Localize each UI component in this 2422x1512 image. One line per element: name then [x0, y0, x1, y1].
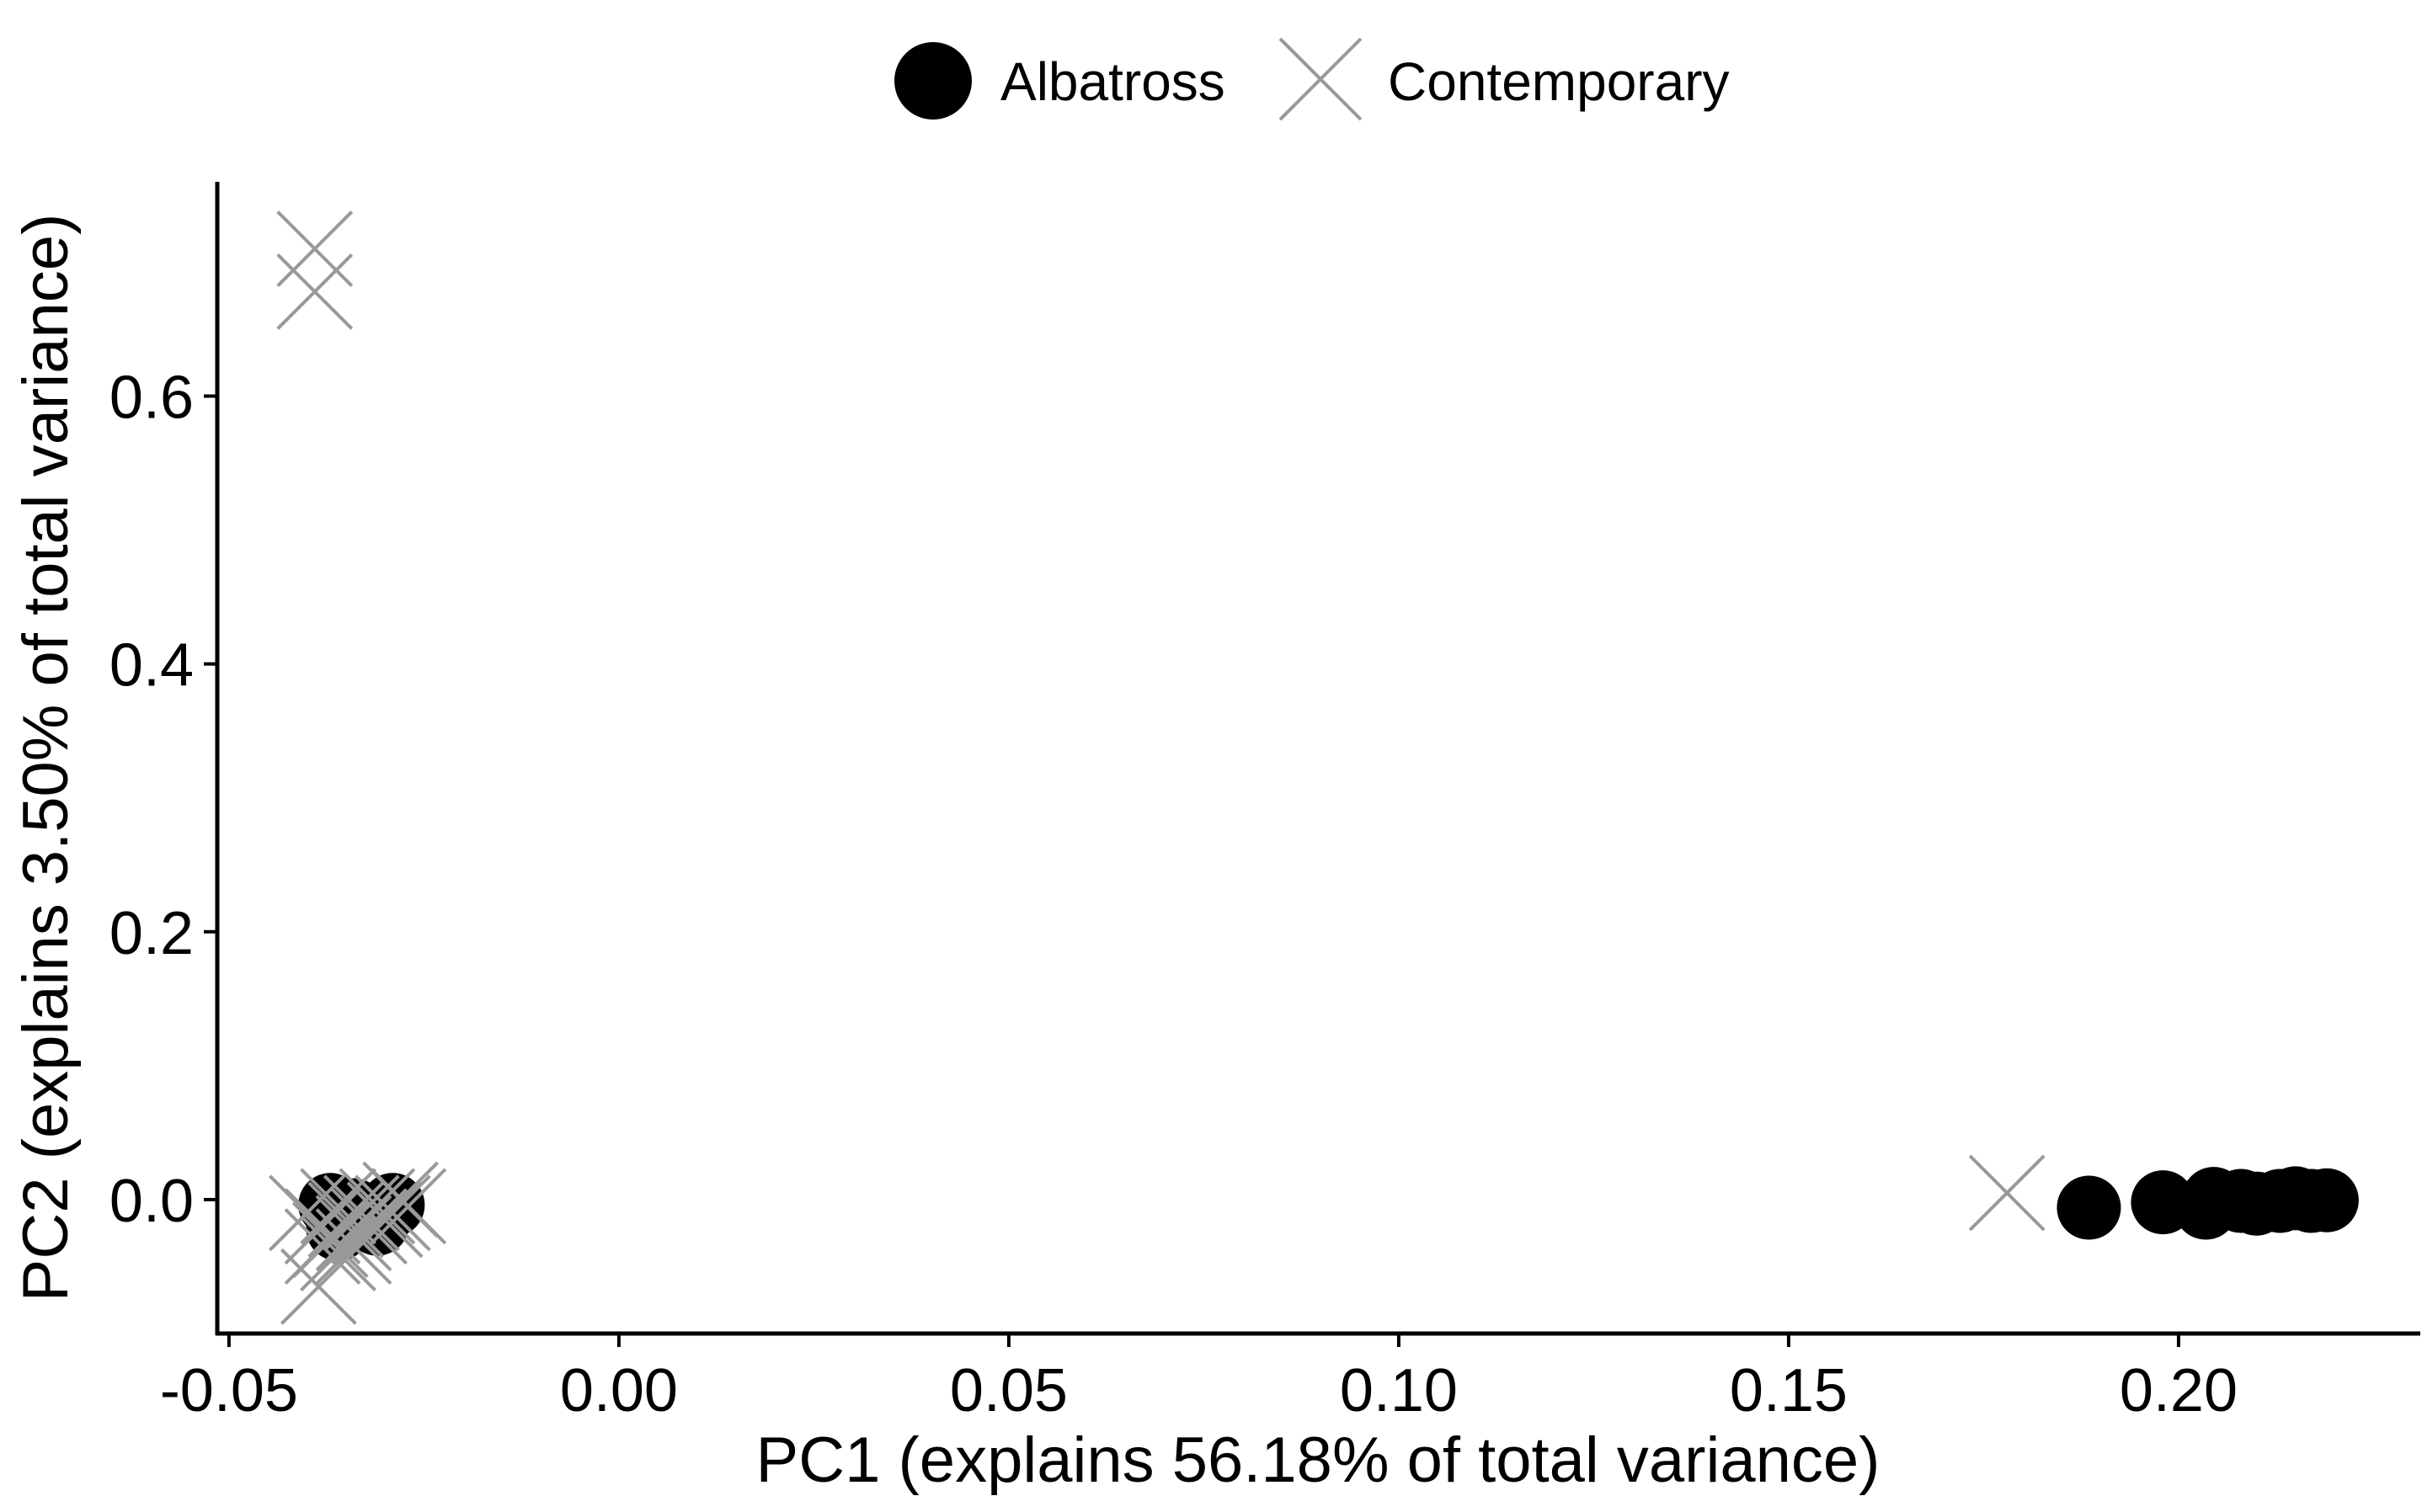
point-contemporary-9: [323, 1174, 400, 1252]
y-axis-title: PC2 (explains 3.50% of total variance): [10, 214, 82, 1302]
point-albatross-8: [2057, 1175, 2121, 1240]
point-contemporary-18-stroke-b: [370, 1168, 447, 1245]
point-contemporary-19-stroke-b: [1968, 1154, 2046, 1232]
y-tick-label-2: 0.4: [109, 632, 194, 700]
x-tick-label-0: -0.05: [160, 1357, 298, 1424]
legend-marker-contemporary-b: [1278, 37, 1363, 121]
legend-label-contemporary: Contemporary: [1388, 51, 1730, 112]
points-layer: [269, 210, 2359, 1325]
point-contemporary-1: [276, 253, 354, 330]
point-contemporary-1-stroke-b: [276, 253, 354, 330]
legend-label-albatross: Albatross: [1000, 51, 1225, 112]
point-contemporary-9-stroke-b: [323, 1174, 400, 1252]
x-tick-label-2: 0.05: [950, 1357, 1068, 1424]
point-contemporary-13: [284, 1208, 361, 1286]
x-axis-title: PC1 (explains 56.18% of total variance): [756, 1424, 1881, 1496]
x-tick-label-5: 0.20: [2120, 1357, 2238, 1424]
point-contemporary-2-stroke-b: [280, 1248, 357, 1325]
point-contemporary-11-stroke-b: [339, 1168, 416, 1245]
point-contemporary-16: [354, 1174, 431, 1252]
point-contemporary-18: [370, 1168, 447, 1245]
point-contemporary-11: [339, 1168, 416, 1245]
legend: Albatross Contemporary: [894, 37, 1730, 121]
point-contemporary-19: [1968, 1154, 2046, 1232]
y-tick-label-1: 0.2: [109, 900, 194, 967]
point-contemporary-0: [276, 210, 354, 287]
x-tick-label-4: 0.15: [1730, 1357, 1848, 1424]
point-contemporary-4-stroke-b: [284, 1188, 361, 1265]
x-tick-label-1: 0.00: [560, 1357, 678, 1424]
point-albatross-17: [2294, 1168, 2359, 1232]
y-tick-label-3: 0.6: [109, 365, 194, 432]
point-contemporary-13-stroke-b: [284, 1208, 361, 1286]
point-contemporary-16-stroke-b: [354, 1174, 431, 1252]
y-tick-label-0: 0.0: [109, 1168, 194, 1235]
axes-layer: [215, 182, 2420, 1336]
x-axis-ticks: -0.05 0.00 0.05 0.10 0.15 0.20: [160, 1334, 2238, 1424]
point-contemporary-0-stroke-b: [276, 210, 354, 287]
point-contemporary-10-stroke-b: [331, 1188, 408, 1265]
legend-marker-albatross: [894, 42, 972, 120]
point-contemporary-10: [331, 1188, 408, 1265]
point-contemporary-14-stroke-b: [300, 1215, 376, 1291]
y-axis-ticks: 0.0 0.2 0.4 0.6: [109, 365, 217, 1235]
x-tick-label-3: 0.10: [1340, 1357, 1458, 1424]
point-contemporary-2: [280, 1248, 357, 1325]
point-contemporary-14: [300, 1215, 376, 1291]
